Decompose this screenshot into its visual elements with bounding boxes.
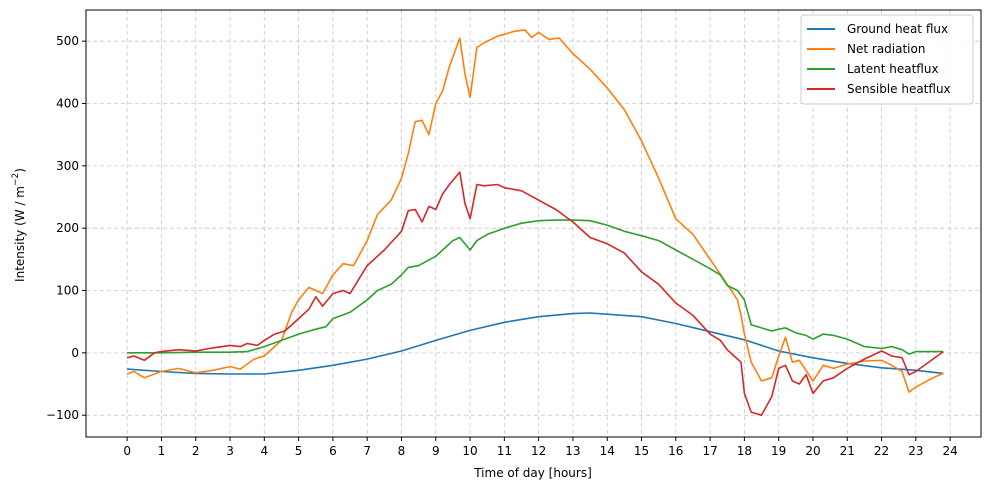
x-tick-label: 12 [531, 444, 546, 458]
legend-label: Latent heatflux [847, 62, 939, 76]
x-tick-label: 6 [329, 444, 337, 458]
x-tick-label: 3 [226, 444, 234, 458]
legend: Ground heat flux Net radiation Latent heat… [800, 14, 974, 105]
x-tick-label: 0 [123, 444, 131, 458]
x-tick-label: 5 [295, 444, 303, 458]
x-tick-label: 1 [158, 444, 166, 458]
y-tick-label: 100 [56, 284, 79, 298]
y-tick-label: 0 [71, 346, 79, 360]
y-tick-label: 500 [56, 34, 79, 48]
x-tick-label: 24 [942, 444, 957, 458]
x-tick-label: 14 [600, 444, 615, 458]
x-tick-label: 22 [874, 444, 889, 458]
y-axis-label-main: Intensity (W / m [13, 186, 27, 282]
y-axis-label: Intensity (W / m−2) [11, 168, 27, 282]
x-tick-label: 13 [565, 444, 580, 458]
plot-frame [85, 9, 982, 438]
series-lines [126, 29, 944, 416]
x-axis: 0 1 2 3 4 5 6 7 8 9 10 11 12 13 14 15 16 17 18 19 20 21 22 23 24 [123, 437, 958, 458]
y-tick-label: −100 [46, 408, 79, 422]
x-tick-label: 20 [805, 444, 820, 458]
x-tick-label: 23 [908, 444, 923, 458]
x-tick-label: 17 [702, 444, 717, 458]
x-tick-label: 10 [462, 444, 477, 458]
series-line-3 [126, 171, 944, 416]
legend-label: Net radiation [847, 42, 925, 56]
series-line-1 [126, 29, 944, 393]
x-tick-label: 19 [771, 444, 786, 458]
x-axis-label: Time of day [hours] [473, 466, 592, 480]
x-tick-label: 16 [668, 444, 683, 458]
y-tick-label: 400 [56, 97, 79, 111]
x-tick-label: 9 [432, 444, 440, 458]
legend-label: Ground heat flux [847, 22, 948, 36]
grid [86, 10, 981, 437]
series-line-2 [127, 219, 944, 355]
y-tick-label: 200 [56, 221, 79, 235]
x-tick-label: 11 [497, 444, 512, 458]
legend-label: Sensible heatflux [847, 82, 951, 96]
x-tick-label: 18 [737, 444, 752, 458]
x-tick-label: 21 [840, 444, 855, 458]
y-tick-label: 300 [56, 159, 79, 173]
x-tick-label: 2 [192, 444, 200, 458]
y-axis-label-close: ) [13, 168, 27, 173]
y-axis: −100 0 100 200 300 400 500 [46, 34, 86, 422]
series-line-0 [127, 312, 944, 375]
x-tick-label: 8 [398, 444, 406, 458]
y-axis-label-superscript: −2 [11, 173, 21, 186]
x-tick-label: 7 [363, 444, 371, 458]
x-tick-label: 4 [260, 444, 268, 458]
legend-box [800, 14, 974, 105]
x-tick-label: 15 [634, 444, 649, 458]
